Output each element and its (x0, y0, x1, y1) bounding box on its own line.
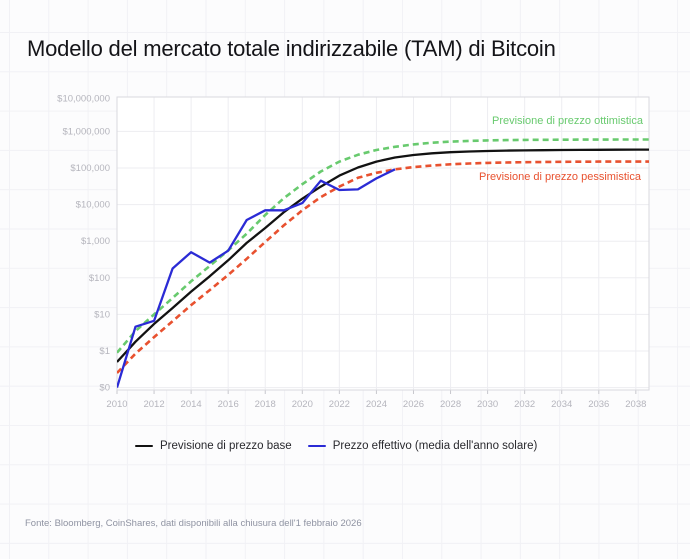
plot-area (117, 97, 649, 390)
x-axis-label: 2022 (329, 399, 350, 410)
x-axis-label: 2026 (403, 399, 424, 410)
pessimistic-annotation: Previsione di prezzo pessimistica (478, 171, 641, 183)
y-axis-label: $1 (99, 346, 110, 357)
x-axis-label: 2020 (292, 399, 313, 410)
x-axis-label: 2018 (255, 399, 276, 410)
x-axis-label: 2032 (514, 399, 535, 410)
plot-border (116, 96, 650, 391)
x-axis-label: 2016 (218, 399, 239, 410)
base-line-swatch (135, 444, 153, 448)
series-dashed-line (117, 138, 649, 354)
x-axis-label: 2028 (440, 399, 461, 410)
legend-label-actual: Prezzo effettivo (media dell'anno solare… (332, 440, 538, 452)
y-axis-label: $10 (94, 309, 110, 320)
actual-line-swatch (307, 444, 326, 448)
source-note: Fonte: Bloomberg, CoinShares, dati dispo… (25, 518, 362, 529)
series-solid-line (117, 168, 396, 388)
x-axis-label: 2036 (588, 399, 609, 410)
x-axis-label: 2024 (366, 399, 387, 410)
y-axis-label: $10,000 (76, 200, 110, 211)
y-axis-label: $1,000,000 (62, 126, 110, 137)
legend-label-base: Previsione di prezzo base (160, 440, 292, 452)
legend-item-actual: Prezzo effettivo (media dell'anno solare… (307, 440, 538, 452)
x-axis-label: 2010 (106, 399, 127, 410)
series-dashed-line (117, 160, 649, 374)
y-axis-label: $100 (89, 273, 110, 284)
series-solid-line (117, 148, 649, 363)
x-axis-label: 2038 (625, 399, 646, 410)
chart-legend: Previsione di prezzo base Prezzo effetti… (135, 440, 537, 452)
x-axis-label: 2014 (181, 399, 202, 410)
y-axis-label: $10,000,000 (57, 94, 110, 105)
y-axis-label: $0 (99, 383, 110, 394)
legend-item-base: Previsione di prezzo base (135, 440, 292, 452)
optimistic-annotation: Previsione di prezzo ottimistica (491, 115, 643, 127)
chart-title: Modello del mercato totale indirizzabile… (27, 36, 556, 61)
y-axis-label: $1,000 (81, 236, 110, 247)
x-axis-label: 2030 (477, 399, 498, 410)
y-axis-label: $100,000 (70, 163, 110, 174)
x-axis-label: 2034 (551, 399, 572, 410)
x-axis-label: 2012 (143, 399, 164, 410)
